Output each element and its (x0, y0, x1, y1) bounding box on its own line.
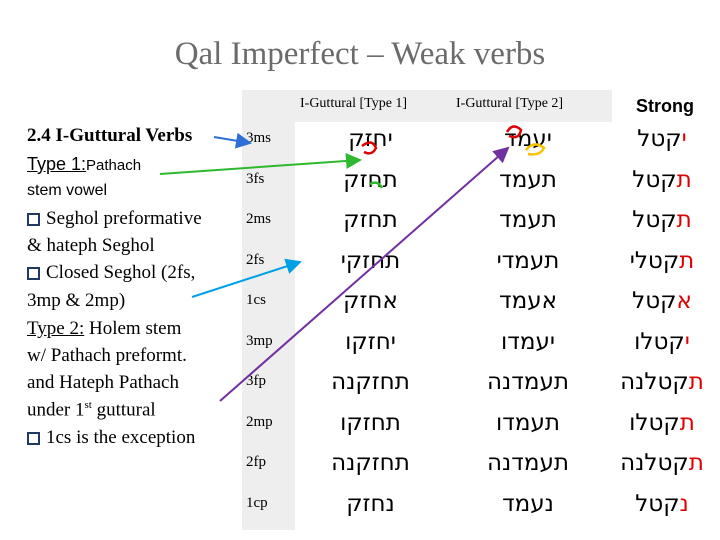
strong-form: תקטלנה (618, 369, 706, 395)
type2-form: תעמדנה (487, 369, 569, 395)
type1-form: נחזק (346, 491, 395, 517)
type2-label: Type 2: Holem stem (27, 318, 182, 339)
type1-label: Type 1:Pathach (27, 154, 142, 174)
strong-stem: קטלו (629, 410, 680, 436)
strong-form: תקטלנה (618, 450, 706, 476)
arrow-type1-to-3ms (159, 152, 362, 175)
strong-stem: קטל (637, 126, 682, 152)
type1-form: תחזקו (340, 410, 401, 436)
strong-stem: קטלי (629, 248, 680, 274)
strong-preformative: ת (679, 410, 695, 436)
strong-form: אקטל (618, 288, 706, 314)
person-label: 3ms (246, 130, 272, 146)
type2-line3: and Hateph Pathach (27, 372, 179, 393)
strong-stem: קטלנה (620, 450, 689, 476)
bullet2-line1: Closed Seghol (2fs, (27, 262, 195, 284)
type2-form: תעמד (499, 207, 557, 233)
person-label: 3fp (246, 373, 266, 389)
person-label: 3fs (246, 171, 265, 187)
bullet2-line2: 3mp & 2mp) (27, 290, 126, 311)
strong-form: יקטל (618, 126, 706, 152)
bullet1-line2: & hateph Seghol (27, 235, 155, 256)
person-label: 3mp (246, 333, 273, 349)
strong-stem: קטל (632, 167, 677, 193)
type2-form: תעמדי (496, 248, 560, 274)
person-label: 2fs (246, 252, 265, 268)
strong-preformative: א (676, 288, 692, 314)
person-label: 2fp (246, 454, 266, 470)
strong-preformative: ת (688, 450, 704, 476)
arrow-heading-to-3ms (213, 132, 252, 149)
strong-preformative: ת (676, 207, 692, 233)
table-row-person-column (242, 122, 295, 530)
strong-stem: קטל (635, 491, 680, 517)
header-type2: I-Guttural [Type 2] (456, 96, 564, 111)
section-heading: 2.4 I-Guttural Verbs (27, 125, 193, 146)
type2-line2: w/ Pathach preformt. (27, 345, 187, 366)
strong-preformative: י (684, 329, 690, 355)
strong-form: תקטלו (618, 410, 706, 436)
mark-red-loop-2 (505, 125, 523, 139)
bullet1-line1: Seghol preformative (27, 208, 202, 230)
type2-form: תעמד (499, 167, 557, 193)
slide-title: Qal Imperfect – Weak verbs (174, 36, 546, 72)
strong-form: תקטל (618, 207, 706, 233)
table-header-row (242, 90, 612, 122)
type2-form: נעמד (502, 491, 554, 517)
type1-form: יחזק (348, 126, 393, 152)
bullet-marker (27, 432, 40, 446)
type2-form: אעמד (499, 288, 557, 314)
arrow-closed-seghol-to-2fs (191, 258, 302, 298)
mark-yellow-loop (525, 143, 546, 156)
type1-form: תחזקנה (331, 369, 410, 395)
person-label: 1cp (246, 495, 268, 511)
strong-preformative: י (681, 126, 687, 152)
strong-form: תקטלי (618, 248, 706, 274)
strong-stem: קטל (632, 207, 677, 233)
strong-stem: קטלנה (620, 369, 689, 395)
bullet-marker (27, 213, 40, 227)
strong-preformative: ת (679, 248, 695, 274)
type2-line4: under 1st guttural (27, 399, 156, 421)
strong-form: תקטל (618, 167, 706, 193)
mark-green-loop (369, 181, 384, 189)
bullet3: 1cs is the exception (27, 427, 195, 449)
type1-line2: stem vowel (27, 182, 108, 199)
type2-form: תעמדנה (487, 450, 569, 476)
header-type1: I-Guttural [Type 1] (300, 96, 408, 111)
strong-preformative: נ (679, 491, 689, 517)
type1-form: אחזק (343, 288, 398, 314)
type1-form: תחזק (343, 207, 398, 233)
bullet-marker (27, 267, 40, 281)
person-label: 2mp (246, 414, 273, 430)
header-strong: Strong (636, 96, 694, 116)
type1-form: תחזק (343, 167, 398, 193)
type2-form: יעמדו (501, 329, 555, 355)
strong-form: יקטלו (618, 329, 706, 355)
type2-form: תעמדו (496, 410, 560, 436)
strong-preformative: ת (688, 369, 704, 395)
type1-form: תחזקנה (331, 450, 410, 476)
strong-stem: קטלו (634, 329, 685, 355)
mark-red-loop-1 (361, 141, 378, 155)
strong-preformative: ת (676, 167, 692, 193)
type1-form: יחזקו (345, 329, 396, 355)
strong-stem: קטל (632, 288, 677, 314)
person-label: 2ms (246, 211, 272, 227)
strong-form: נקטל (618, 491, 706, 517)
arrow-type2-to-3ms (219, 146, 510, 402)
person-label: 1cs (246, 292, 266, 308)
